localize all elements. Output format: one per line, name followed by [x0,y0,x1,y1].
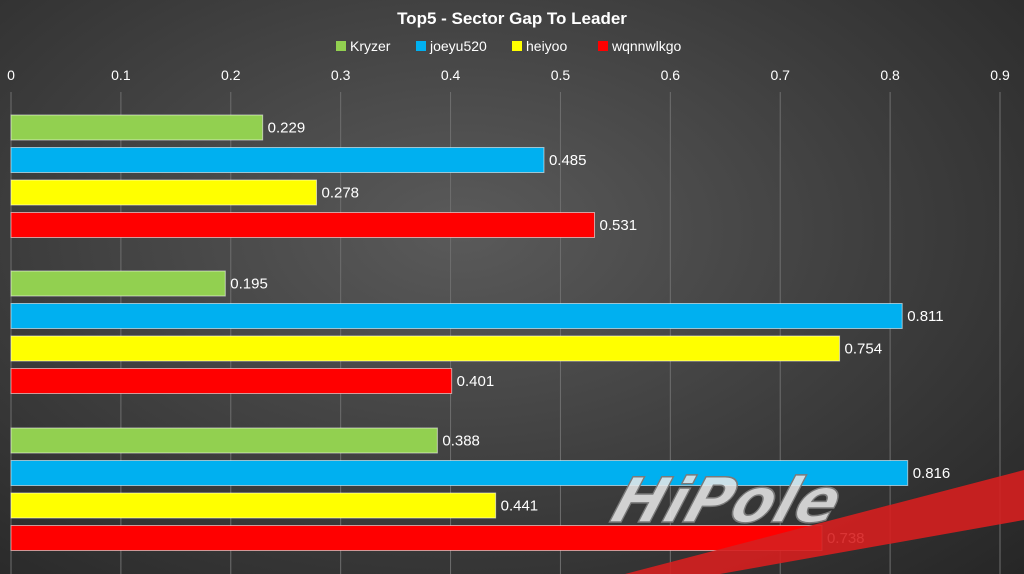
legend-label-wqnnwlkgo: wqnnwlkgo [611,38,681,54]
x-tick-label: 0.2 [221,67,241,83]
bar-wqnnwlkgo [10,368,453,394]
data-label: 0.441 [501,498,539,515]
bar-joeyu520 [10,460,909,486]
legend-swatch-heiyoo [512,41,522,51]
data-label: 0.754 [845,341,883,358]
data-label: 0.816 [913,465,951,482]
data-labels: 0.229 0.485 0.278 0.531 0.195 0.811 0.754 0.401… [230,120,950,548]
bar-joeyu520 [10,303,903,329]
x-tick-label: 0.8 [880,67,900,83]
bar-joeyu520 [10,147,545,173]
x-tick-label: 0.3 [331,67,351,83]
bar-kryzer [10,427,438,454]
data-label: 0.531 [600,217,638,234]
x-tick-label: 0.7 [770,67,790,83]
x-tick-label: 0 [7,67,15,83]
data-label: 0.388 [442,433,480,450]
legend-swatch-joeyu520 [416,41,426,51]
chart-title: Top5 - Sector Gap To Leader [397,9,627,28]
bar-heiyoo [10,179,317,206]
x-tick-label: 0.4 [441,67,461,83]
x-tick-label: 0.5 [551,67,571,83]
bar-kryzer [10,270,226,297]
x-axis: 0 0.1 0.2 0.3 0.4 0.5 0.6 0.7 0.8 0.9 [7,67,1010,83]
data-label: 0.229 [268,120,306,137]
legend-label-joeyu520: joeyu520 [429,38,487,54]
data-label: 0.278 [321,185,359,202]
bar-kryzer [10,114,264,141]
data-label: 0.401 [457,373,495,390]
legend-label-heiyoo: heiyoo [526,38,567,54]
legend-swatch-kryzer [336,41,346,51]
watermark-text: HiPole [603,465,851,537]
data-label: 0.485 [549,152,587,169]
x-tick-label: 0.1 [111,67,131,83]
watermark-logo: HiPole [602,465,1024,574]
bars [10,114,909,551]
bar-wqnnwlkgo [10,525,823,551]
data-label: 0.811 [907,308,943,325]
watermark-stripe [625,470,1024,574]
bar-heiyoo [10,335,841,362]
x-tick-label: 0.9 [990,67,1010,83]
legend-label-kryzer: Kryzer [350,38,391,54]
legend-swatch-wqnnwlkgo [598,41,608,51]
x-tick-label: 0.6 [661,67,681,83]
legend: Kryzer joeyu520 heiyoo wqnnwlkgo [336,38,681,54]
bar-wqnnwlkgo [10,212,596,238]
data-label: 0.195 [230,276,268,293]
bar-heiyoo [10,492,497,519]
